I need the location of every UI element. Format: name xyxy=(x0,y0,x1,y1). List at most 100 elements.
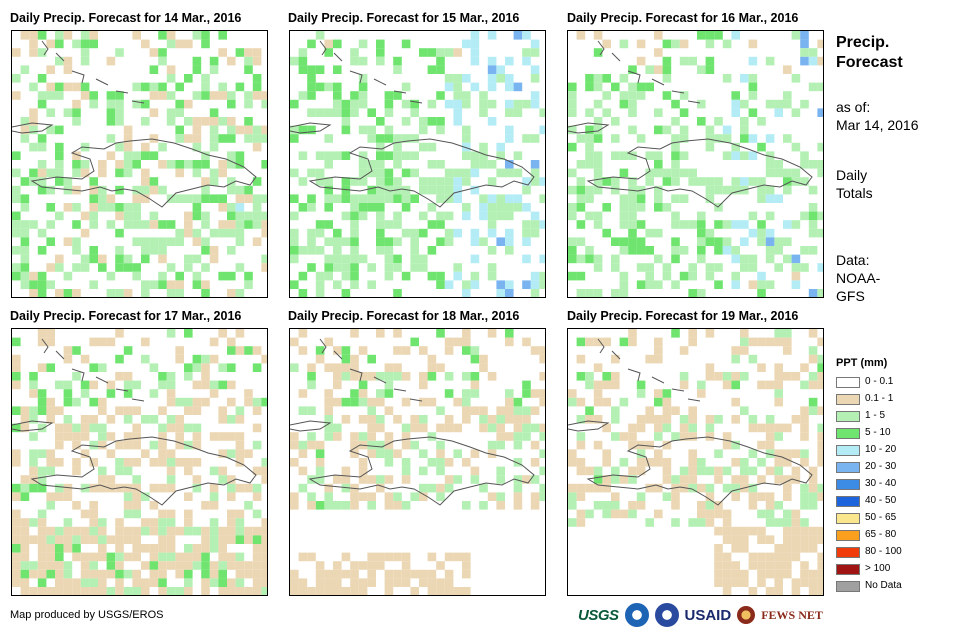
precip-cell xyxy=(576,134,586,143)
precip-cell xyxy=(697,466,706,476)
precip-cell xyxy=(522,185,531,195)
precip-cell xyxy=(722,578,732,587)
precip-cell xyxy=(462,280,471,289)
precip-cell xyxy=(436,280,445,289)
precip-cell xyxy=(37,397,47,407)
precip-cell xyxy=(444,48,454,57)
precip-cell xyxy=(166,509,176,519)
precip-cell xyxy=(367,423,376,433)
precip-cell xyxy=(175,423,184,433)
precip-cell xyxy=(158,380,167,390)
precip-cell xyxy=(462,329,471,338)
precip-cell xyxy=(290,280,299,289)
hispaniola-outline xyxy=(308,436,535,506)
precip-cell xyxy=(697,65,706,74)
precip-cell xyxy=(123,142,133,152)
precip-cell xyxy=(333,65,342,74)
precip-cell xyxy=(593,168,603,178)
precip-cell xyxy=(209,432,219,441)
precip-cell xyxy=(530,65,540,74)
precip-cell xyxy=(410,569,419,579)
precip-cell xyxy=(166,117,176,126)
precip-cell xyxy=(341,415,351,424)
precip-cell xyxy=(688,263,697,272)
precip-cell xyxy=(98,578,107,587)
precip-cell xyxy=(783,237,792,246)
precip-cell xyxy=(817,372,823,381)
precip-cell xyxy=(350,91,359,100)
precip-cell xyxy=(628,237,637,246)
precip-cell xyxy=(37,74,47,83)
precip-cell xyxy=(141,177,150,186)
precip-cell xyxy=(522,31,531,40)
precip-cell xyxy=(315,440,325,450)
precip-cell xyxy=(80,39,90,49)
precip-cell xyxy=(576,397,586,407)
precip-cell xyxy=(367,194,376,203)
legend-label: 0.1 - 1 xyxy=(865,393,894,404)
precip-cell xyxy=(808,569,818,579)
precip-cell xyxy=(740,406,749,415)
precip-cell xyxy=(324,82,333,92)
precip-cell xyxy=(436,406,445,415)
precip-cell xyxy=(808,475,818,484)
precip-cell xyxy=(63,237,73,246)
precip-cell xyxy=(487,372,497,381)
precip-cell xyxy=(462,397,471,407)
precip-cell xyxy=(636,501,646,510)
precip-cell xyxy=(731,458,740,467)
asof-label: as of: xyxy=(836,99,871,115)
precip-map-day6 xyxy=(567,328,824,596)
precip-cell xyxy=(576,466,586,476)
precip-cell xyxy=(209,483,219,493)
precip-cell xyxy=(817,82,823,92)
precip-cell xyxy=(46,329,55,338)
precip-cell xyxy=(436,237,445,246)
precip-cell xyxy=(298,65,308,74)
precip-cell xyxy=(89,509,98,519)
precip-cell xyxy=(496,65,505,74)
precip-cell xyxy=(298,329,308,338)
precip-cell xyxy=(218,587,227,595)
precip-cell xyxy=(636,449,646,458)
precip-cell xyxy=(158,449,167,458)
precip-cell xyxy=(298,440,308,450)
precip-cell xyxy=(740,372,749,381)
precip-cell xyxy=(298,346,308,355)
precip-cell xyxy=(227,526,236,536)
precip-cell xyxy=(487,423,497,433)
precip-cell xyxy=(679,134,689,143)
precip-cell xyxy=(115,254,124,264)
precip-cell xyxy=(740,220,749,229)
precip-cell xyxy=(63,289,73,297)
precip-cell xyxy=(791,466,801,476)
precip-cell xyxy=(462,151,471,160)
precip-cell xyxy=(479,406,488,415)
precip-cell xyxy=(470,449,480,458)
precip-cell xyxy=(166,31,176,40)
precip-cell xyxy=(671,518,680,527)
precip-cell xyxy=(602,380,611,390)
precip-cell xyxy=(479,211,488,221)
precip-cell xyxy=(714,569,723,579)
precip-cell xyxy=(611,466,620,476)
precip-cell xyxy=(393,151,402,160)
side-title: Precip. Forecast xyxy=(836,33,903,73)
precip-cell xyxy=(757,237,766,246)
precip-cell xyxy=(576,31,586,40)
precip-cell xyxy=(72,39,81,49)
precip-cell xyxy=(218,561,227,570)
precip-cell xyxy=(376,415,385,424)
precip-cell xyxy=(307,440,316,450)
precip-cell xyxy=(576,203,586,212)
precip-cell xyxy=(662,263,672,272)
precip-cell xyxy=(46,466,55,476)
precip-cell xyxy=(765,509,775,519)
precip-cell xyxy=(688,220,697,229)
precip-cell xyxy=(419,228,428,238)
precip-cell xyxy=(679,475,689,484)
precip-cell xyxy=(298,271,308,281)
precip-cell xyxy=(645,406,654,415)
precip-cell xyxy=(244,389,253,398)
precip-cell xyxy=(628,220,637,229)
